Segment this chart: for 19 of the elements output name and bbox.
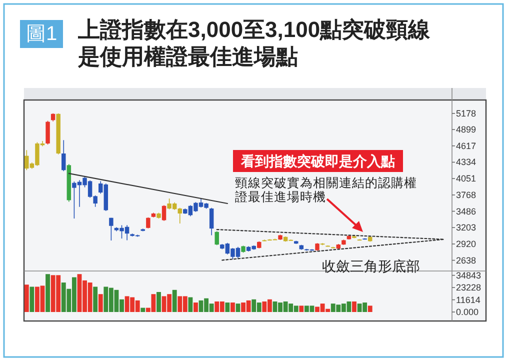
y-tick-label: 4051 (456, 174, 476, 184)
y-tick-label: 5178 (456, 108, 476, 118)
y-tick-label: 11614 (456, 294, 480, 305)
annotation: 收斂三角形底部 (322, 258, 420, 274)
y-tick-label: 2920 (456, 238, 476, 249)
y-tick-label: 3768 (456, 190, 476, 200)
annotation: 頸線突破實為相關連結的認購權證最佳進場時機 (235, 176, 418, 204)
y-tick-label: 3486 (456, 206, 476, 216)
caption: 圖1 (20, 20, 64, 48)
y-tick-label: 3203 (456, 222, 476, 233)
y-tick-label: 4617 (456, 140, 476, 151)
y-tick-label: 2638 (456, 255, 476, 266)
y-tick-label: 4899 (456, 124, 476, 135)
annotation: 看到指數突破即是介入點 (233, 150, 403, 172)
y-tick-label: 23228 (456, 282, 482, 293)
chart-title: 上證指數在3,000至3,100點突破頸線是使用權證最佳進場點 (78, 16, 432, 70)
y-tick-label: 0.000 (456, 307, 479, 317)
y-tick-label: 34843 (456, 270, 482, 280)
y-tick-label: 4334 (456, 157, 476, 168)
